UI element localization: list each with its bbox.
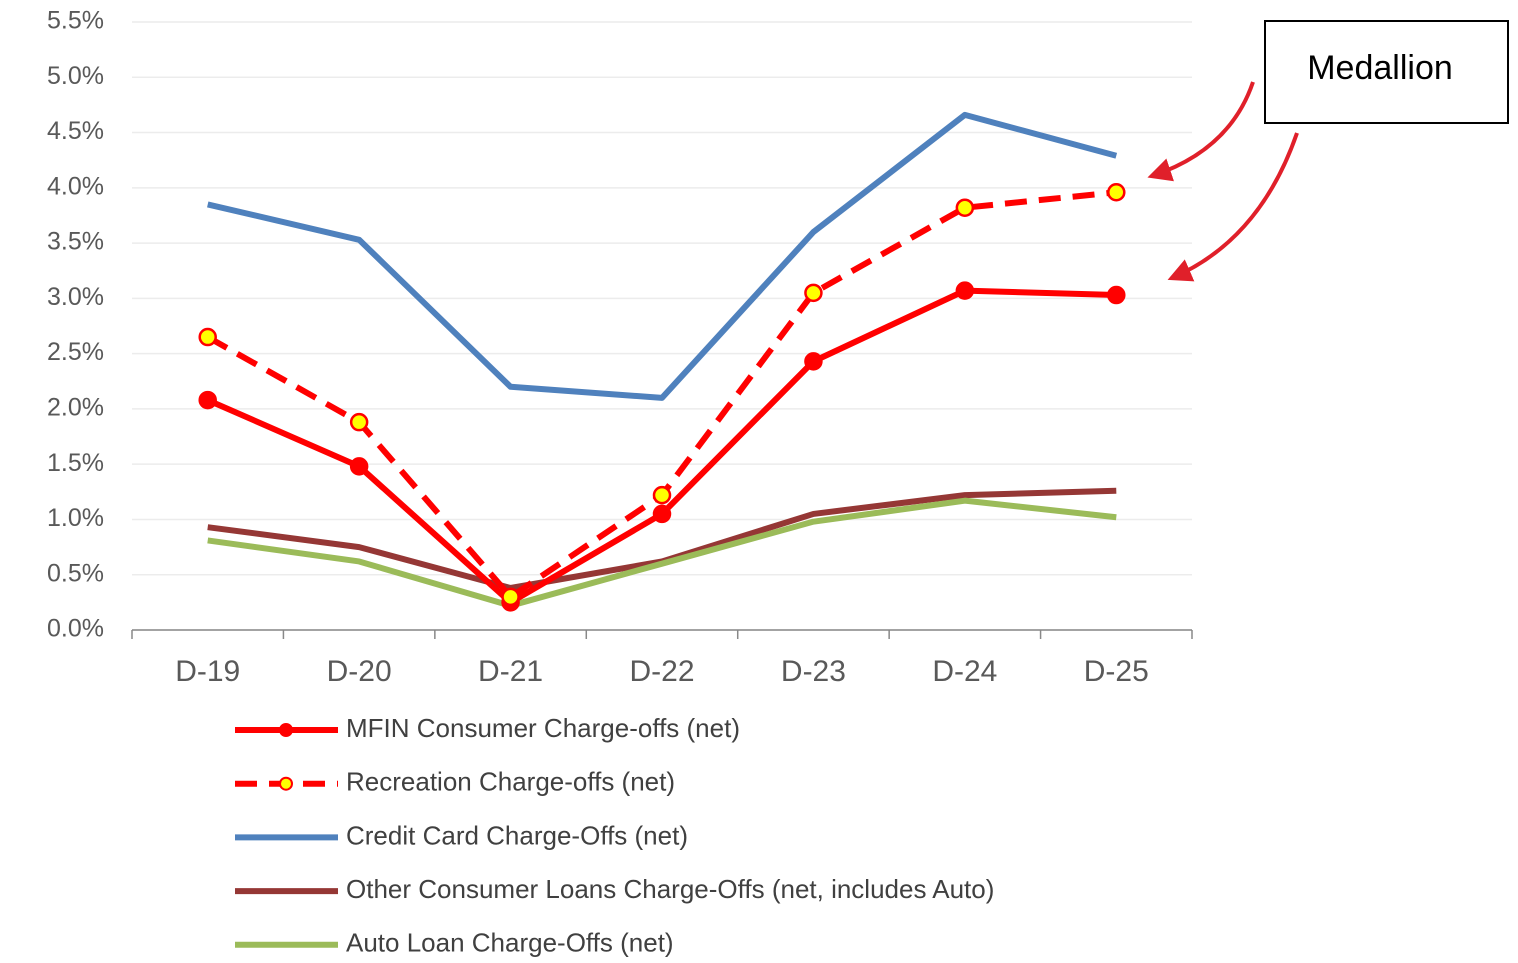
x-tick-label: D-23 [781,655,846,688]
legend-marker [279,723,293,737]
legend-marker [279,776,293,791]
y-tick-label: 2.5% [47,338,104,366]
series-marker [349,412,369,432]
y-tick-label: 4.0% [47,172,104,200]
y-tick-label: 1.5% [47,449,104,477]
legend-label: MFIN Consumer Charge-offs (net) [346,713,740,743]
y-tick-label: 3.0% [47,283,104,311]
y-tick-label: 0.0% [47,615,104,643]
series-marker [652,504,672,524]
x-tick-label: D-21 [478,655,543,688]
annotation-box [1264,20,1509,124]
legend-label: Credit Card Charge-Offs (net) [346,820,688,850]
y-tick-label: 3.5% [47,228,104,256]
legend-label: Other Consumer Loans Charge-Offs (net, i… [346,874,994,904]
y-tick-label: 5.0% [47,62,104,90]
series-marker [349,457,369,476]
x-tick-label: D-20 [327,655,392,688]
series-marker [804,352,823,371]
series-marker [1107,285,1126,305]
y-tick-label: 2.0% [47,394,104,422]
series-marker [198,390,217,410]
series-marker [955,281,975,300]
y-tick-label: 1.0% [47,504,104,532]
y-tick-label: 0.5% [47,559,104,587]
y-tick-label: 5.5% [47,7,104,35]
series-marker [652,485,672,505]
x-tick-label: D-22 [629,655,694,688]
x-tick-label: D-25 [1084,655,1149,688]
x-tick-label: D-19 [175,655,240,688]
arrow [1167,132,1299,282]
series-line [207,111,1118,401]
legend-label: Recreation Charge-offs (net) [346,767,675,797]
series-marker [198,327,217,347]
x-tick-label: D-24 [932,655,997,688]
y-tick-label: 4.5% [47,117,104,145]
series-line [206,287,1117,606]
series-marker [804,283,823,303]
series-marker [501,587,520,607]
series-line [207,497,1117,609]
legend-label: Auto Loan Charge-Offs (net) [346,928,674,958]
series-marker [1107,182,1126,202]
annotation: Medallion [1307,49,1453,87]
series-marker [955,198,975,217]
arrow [1147,81,1255,182]
